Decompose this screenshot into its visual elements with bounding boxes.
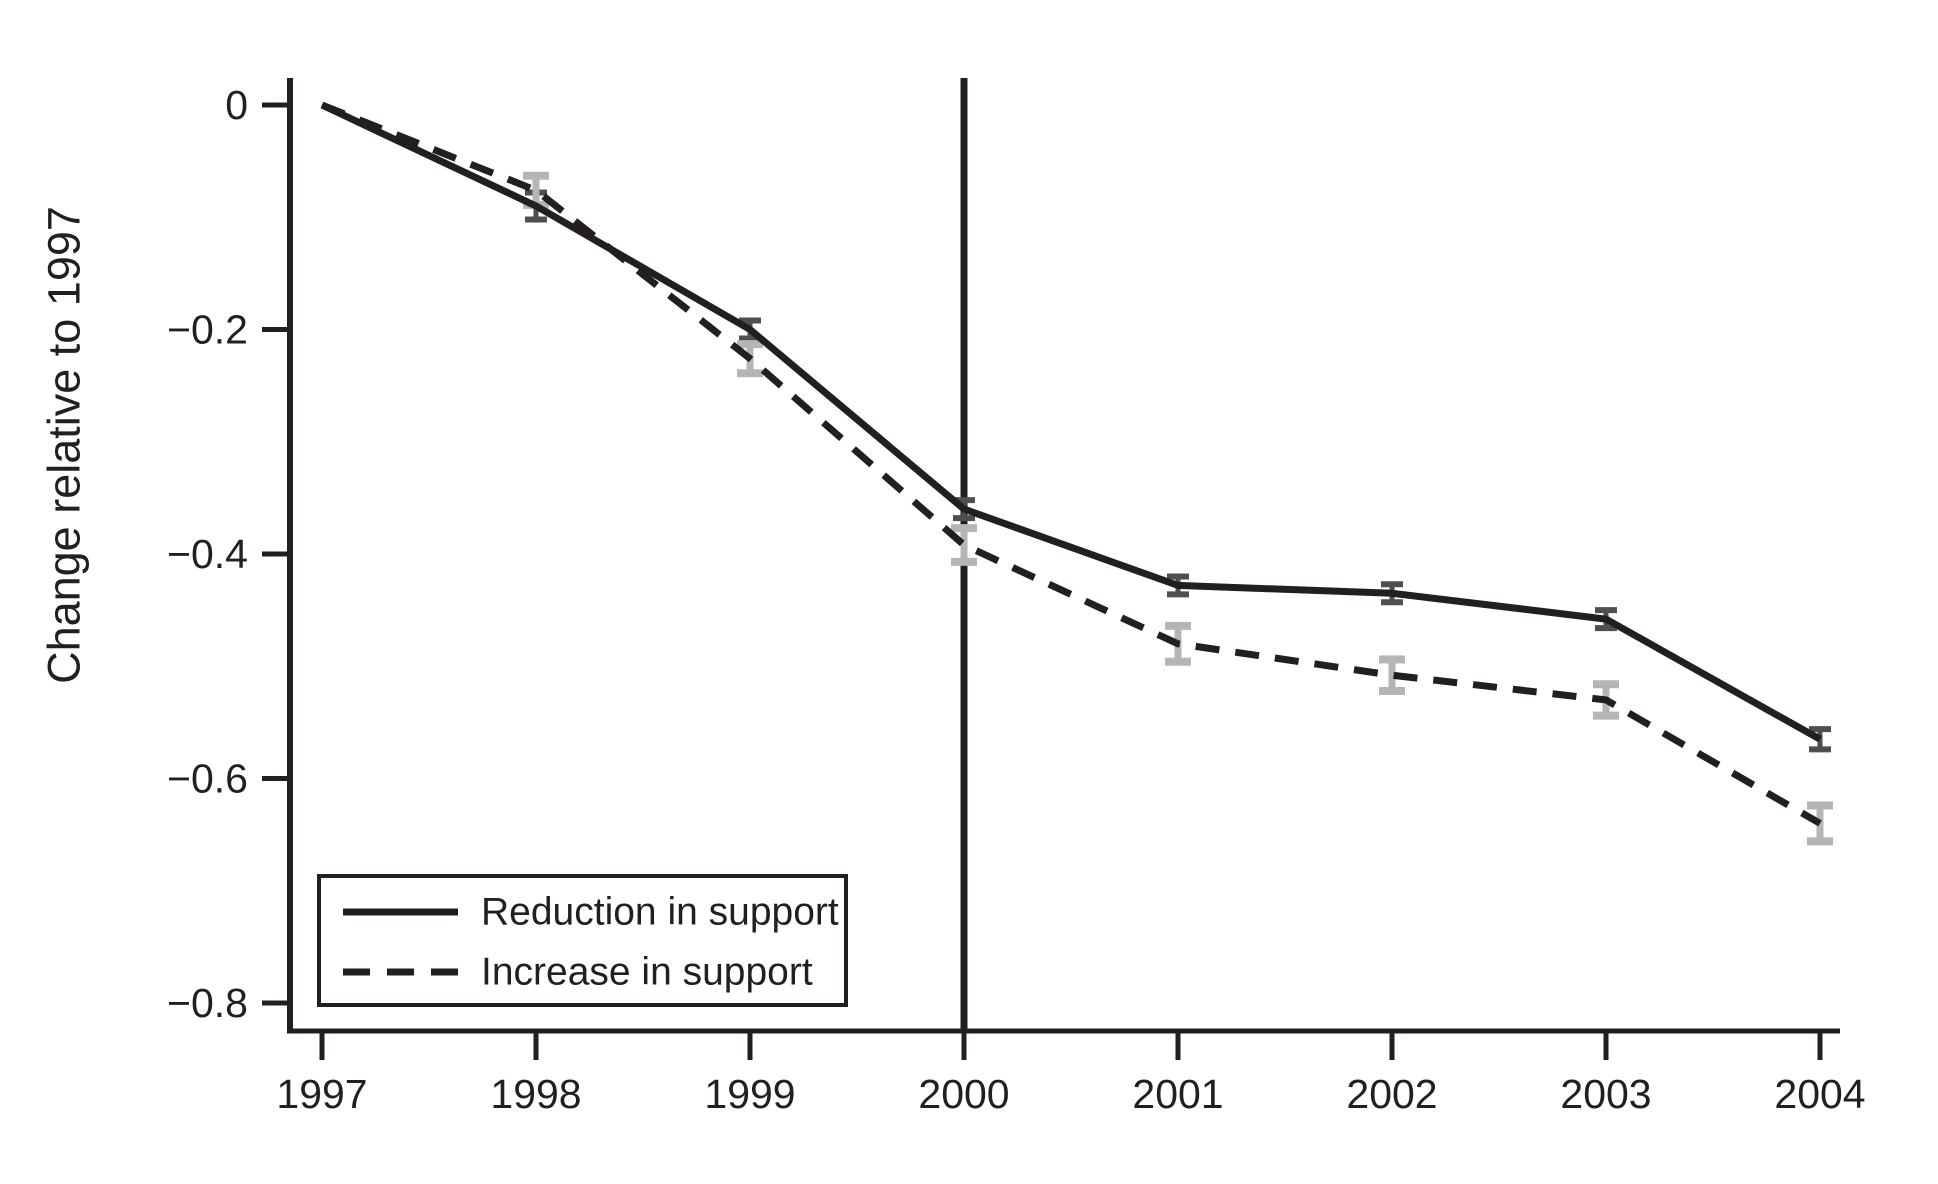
x-tick-label: 1999: [704, 1071, 795, 1117]
series-line-solid: [320, 101, 1822, 743]
legend: Reduction in support Increase in support: [317, 874, 848, 1007]
x-axis-ticks: 1997 1998 1999 2000 2001 2002 2003 2004: [276, 1031, 1866, 1117]
x-tick-label: 1997: [276, 1071, 367, 1117]
y-tick-label: −0.8: [167, 980, 248, 1026]
y-tick-label: 0: [225, 82, 248, 128]
series-lines: [320, 101, 1822, 827]
x-tick-label: 2003: [1560, 1071, 1651, 1117]
y-tick-label: −0.2: [167, 307, 248, 353]
y-axis-title: Change relative to 1997: [39, 206, 90, 684]
x-tick-label: 2004: [1774, 1071, 1865, 1117]
legend-label-increase: Increase in support: [481, 951, 813, 994]
y-tick-label: −0.6: [167, 756, 248, 802]
x-tick-label: 2000: [918, 1071, 1009, 1117]
y-tick-label: −0.4: [167, 531, 248, 577]
y-axis-ticks: 0 −0.2 −0.4 −0.6 −0.8: [167, 82, 290, 1026]
error-bars: [523, 171, 1833, 846]
x-tick-label: 1998: [490, 1071, 581, 1117]
x-tick-label: 2002: [1346, 1071, 1437, 1117]
series-line-dashed: [320, 101, 1822, 827]
legend-label-reduction: Reduction in support: [481, 891, 839, 934]
x-tick-label: 2001: [1132, 1071, 1223, 1117]
legend-box: [317, 874, 848, 1007]
